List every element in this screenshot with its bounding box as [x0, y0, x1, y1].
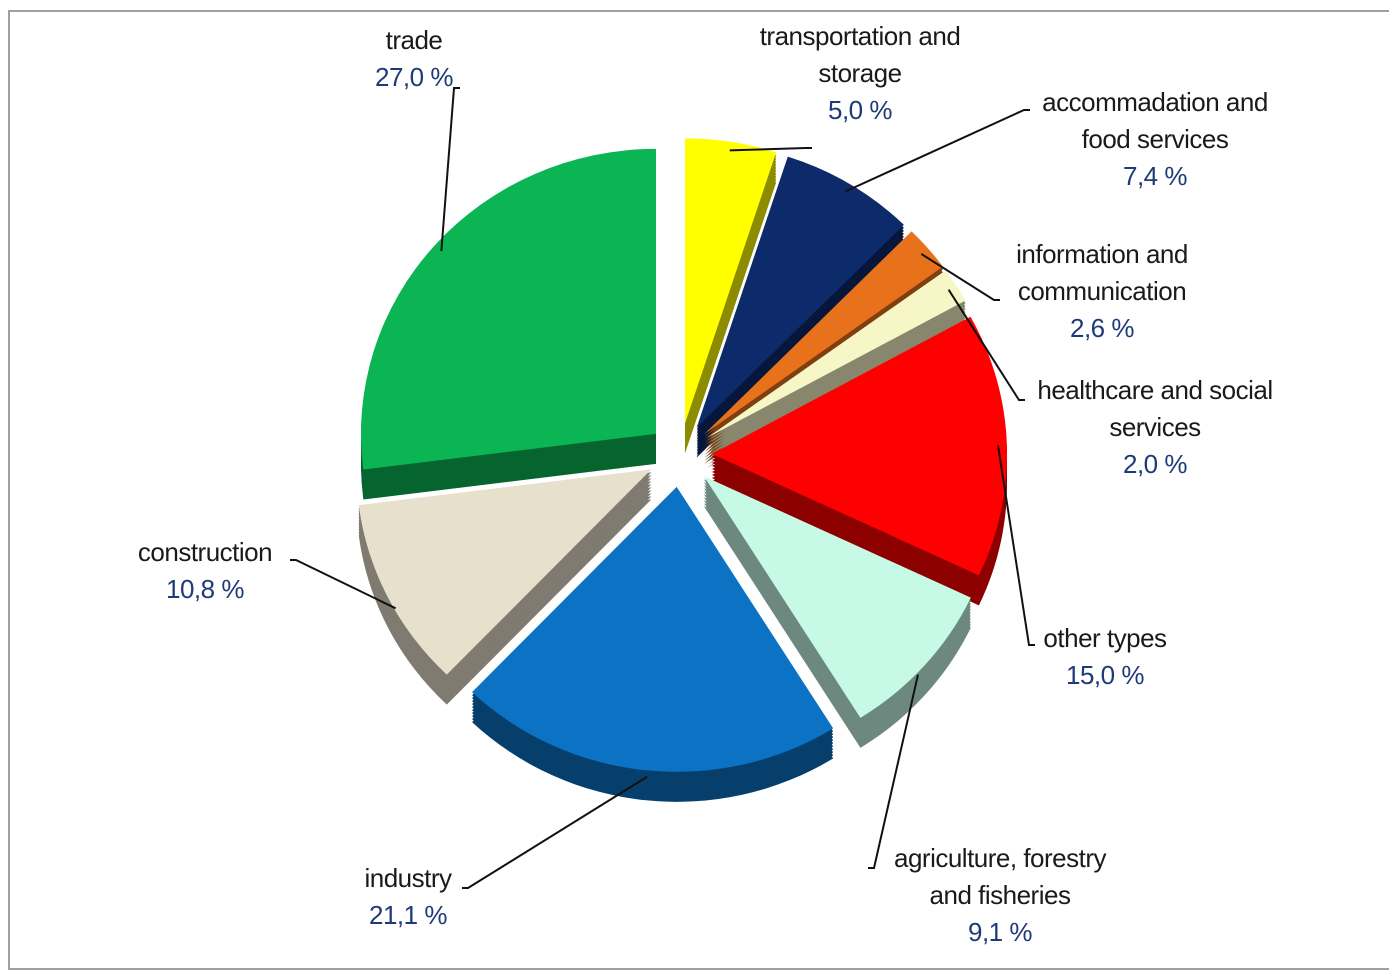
- slice-label: accommadation and food services 7,4 %: [1015, 84, 1295, 195]
- category-name: industry: [364, 863, 452, 893]
- category-name: information and communication: [1016, 239, 1188, 306]
- slice-label: information and communication 2,6 %: [962, 236, 1242, 347]
- category-name: healthcare and social services: [1037, 375, 1273, 442]
- slice-label: industry 21,1 %: [268, 860, 548, 934]
- value-label: 2,6 %: [1070, 313, 1135, 343]
- value-label: 21,1 %: [369, 900, 447, 930]
- slice: [696, 156, 904, 428]
- category-name: agriculture, forestry and fisheries: [893, 843, 1107, 910]
- leader-line: [947, 289, 1025, 401]
- leader-line: [997, 445, 1035, 646]
- slice-label: trade 27,0 %: [274, 22, 554, 96]
- value-label: 27,0 %: [375, 62, 453, 92]
- value-label: 10,8 %: [166, 574, 244, 604]
- leader-line: [729, 147, 812, 152]
- category-name: other types: [1043, 623, 1167, 653]
- slice-label: healthcare and social services 2,0 %: [1015, 372, 1295, 483]
- value-label: 7,4 %: [1123, 161, 1188, 191]
- slice: [685, 138, 777, 424]
- slice: [711, 316, 1007, 576]
- leader-line: [920, 253, 1000, 301]
- slice-label: transportation and storage 5,0 %: [720, 18, 1000, 129]
- value-label: 9,1 %: [968, 917, 1033, 947]
- leader-line: [290, 559, 397, 610]
- slice: [703, 476, 971, 718]
- slice: [472, 486, 834, 772]
- leader-line: [440, 87, 460, 252]
- slice: [360, 148, 656, 470]
- slice-label: other types 15,0 %: [965, 620, 1245, 694]
- leader-line: [462, 775, 648, 889]
- category-name: trade: [385, 25, 443, 55]
- value-label: 15,0 %: [1066, 660, 1144, 690]
- leader-line: [844, 109, 1030, 193]
- value-label: 2,0 %: [1123, 449, 1188, 479]
- slice-label: agriculture, forestry and fisheries 9,1 %: [860, 840, 1140, 951]
- slice: [707, 270, 966, 438]
- category-name: construction: [137, 537, 273, 567]
- slice: [358, 469, 652, 675]
- value-label: 5,0 %: [828, 95, 893, 125]
- category-name: accommadation and food services: [1042, 87, 1268, 154]
- category-name: transportation and storage: [759, 21, 961, 88]
- slice: [704, 231, 943, 435]
- slice-label: construction 10,8 %: [65, 534, 345, 608]
- leader-line: [868, 674, 919, 869]
